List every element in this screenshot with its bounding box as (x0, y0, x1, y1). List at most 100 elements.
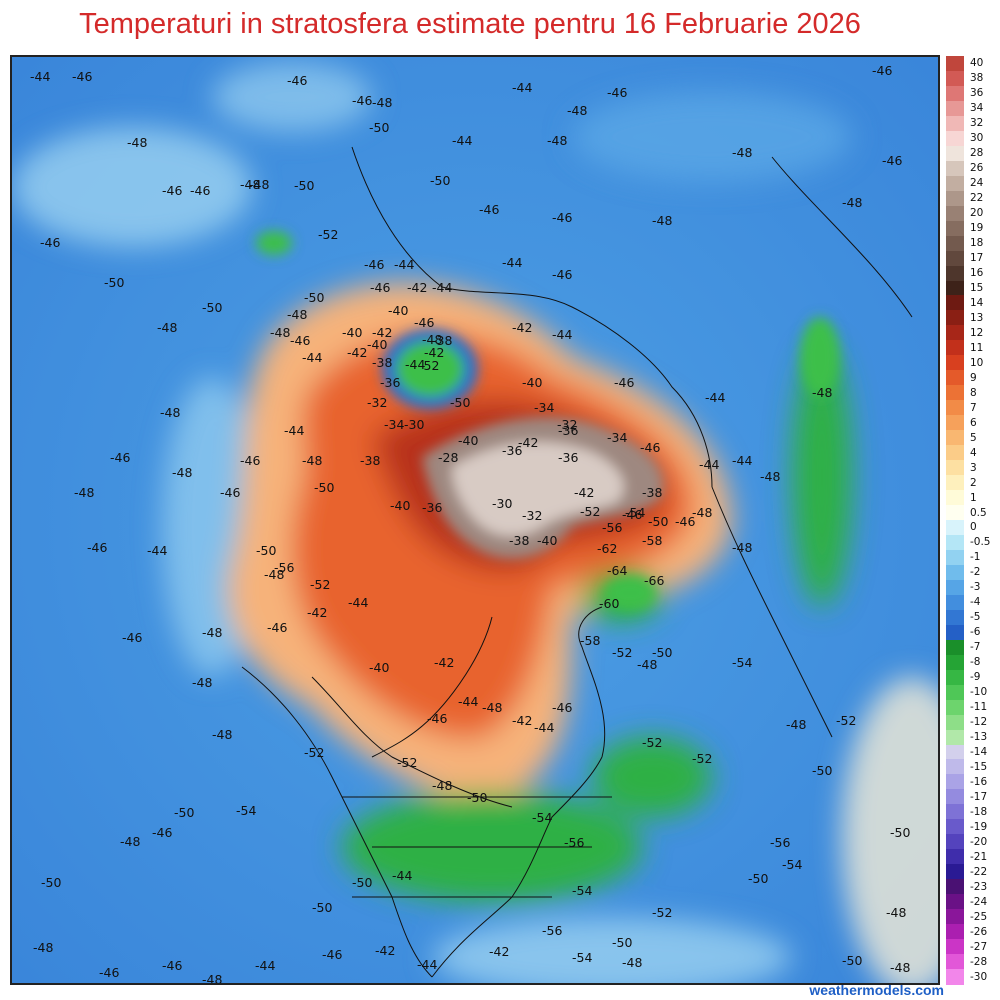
colorbar-tick-label: 18 (970, 237, 984, 250)
contour-label: -66 (644, 573, 664, 588)
contour-label: -48 (547, 133, 567, 148)
contour-label: -54 (732, 655, 752, 670)
contour-label: -48 (622, 955, 642, 970)
contour-label: -50 (174, 805, 194, 820)
contour-label: -44 (512, 80, 532, 95)
colorbar (946, 56, 964, 985)
colorbar-tick-label: -3 (970, 581, 981, 594)
colorbar-tick-label: 38 (970, 72, 984, 85)
contour-label: -48 (287, 307, 307, 322)
contour-label: -50 (314, 480, 334, 495)
colorbar-swatch (946, 549, 964, 566)
colorbar-tick-label: 12 (970, 326, 984, 339)
colorbar-swatch (946, 400, 964, 416)
contour-label: -38 (432, 333, 452, 348)
contour-label: -42 (512, 713, 532, 728)
contour-label: -60 (599, 596, 619, 611)
contour-label: -46 (110, 450, 130, 465)
contour-label: -52 (652, 905, 672, 920)
colorbar-swatch (946, 85, 964, 102)
contour-label: -52 (304, 745, 324, 760)
map-title: Temperaturi in stratosfera estimate pent… (79, 8, 861, 40)
colorbar-swatch (946, 879, 964, 895)
colorbar-swatch (946, 894, 964, 910)
sharp-features (256, 231, 840, 611)
colorbar-swatch (946, 969, 964, 985)
contour-label: -28 (438, 450, 458, 465)
contour-label: -40 (522, 375, 542, 390)
colorbar-tick-label: -28 (970, 955, 988, 968)
colorbar-swatch (946, 819, 964, 835)
contour-label: -50 (612, 935, 632, 950)
contour-labels: -44 -46 -46 -46 -44 -46 -48 -50 -48 -44 -46 -48 -48 -… (30, 63, 910, 983)
colorbar-swatch (946, 70, 964, 87)
contour-label: -44 (147, 543, 167, 558)
contour-label: -38 (509, 533, 529, 548)
colorbar-tick-label: -13 (970, 731, 988, 744)
colorbar-tick-label: 6 (970, 416, 977, 429)
colorbar-tick-label: 8 (970, 386, 977, 399)
colorbar-swatch (946, 205, 964, 222)
contour-label: -56 (564, 835, 584, 850)
contour-label: -54 (782, 857, 802, 872)
colorbar-swatch (946, 579, 964, 596)
colorbar-swatch (946, 594, 964, 611)
contour-label: -46 (287, 73, 307, 88)
contour-label: -50 (304, 290, 324, 305)
contour-label: -56 (542, 923, 562, 938)
contour-label: -46 (267, 620, 287, 635)
colorbar-tick-label: -14 (970, 746, 988, 758)
colorbar-tick-label: 13 (970, 311, 984, 324)
contour-label: -50 (812, 763, 832, 778)
colorbar-swatch (946, 475, 964, 491)
colorbar-swatch (946, 684, 964, 701)
colorbar-tick-label: -0.5 (970, 536, 991, 549)
contour-label: -48 (120, 834, 140, 849)
colorbar-tick-label: 3 (970, 461, 977, 474)
colorbar-swatch (946, 160, 964, 177)
colorbar-swatch (946, 759, 964, 776)
colorbar-tick-label: 20 (970, 207, 984, 220)
colorbar-swatch (946, 415, 964, 431)
contour-label: -46 (552, 700, 572, 715)
colorbar-swatch (946, 939, 964, 955)
colorbar-swatch (946, 669, 964, 686)
contour-label: -50 (352, 875, 372, 890)
colorbar-swatch (946, 564, 964, 581)
colorbar-tick-label: -15 (970, 760, 988, 773)
colorbar-swatch (946, 280, 964, 297)
contour-label: -40 (388, 303, 408, 318)
contour-label: -42 (375, 943, 395, 958)
contour-label: -50 (41, 875, 61, 890)
colorbar-tick-label: -26 (970, 925, 988, 938)
contour-label: -46 (364, 257, 384, 272)
contour-label: -46 (40, 235, 60, 250)
colorbar-tick-label: -11 (970, 701, 988, 714)
contour-label: -40 (537, 533, 557, 548)
contour-label: -50 (430, 173, 450, 188)
contour-label: -56 (602, 520, 622, 535)
contour-label: -46 (370, 280, 390, 295)
contour-label: -48 (302, 453, 322, 468)
contour-label: -52 (692, 751, 712, 766)
stratosphere-temperature-map: -44 -46 -46 -46 -44 -46 -48 -50 -48 -44 -46 -48 -48 -… (10, 55, 940, 985)
credit-text: weathermodels.com (809, 982, 944, 998)
colorbar-tick-label: 32 (970, 117, 984, 130)
contour-label: -48 (890, 960, 910, 975)
colorbar-swatch (946, 654, 964, 671)
contour-label: -50 (202, 300, 222, 315)
colorbar-swatch (946, 714, 964, 731)
contour-label: -44 (432, 280, 452, 295)
contour-label: -44 (699, 457, 719, 472)
colorbar-swatch (946, 924, 964, 940)
contour-label: -52 (836, 713, 856, 728)
contour-label: -48 (202, 625, 222, 640)
colorbar-swatch (946, 505, 964, 521)
contour-label: -48 (372, 95, 392, 110)
contour-label: -42 (574, 485, 594, 500)
contour-label: -42 (407, 280, 427, 295)
contour-label: -46 (479, 202, 499, 217)
contour-label: -44 (534, 720, 554, 735)
contour-label: -48 (74, 485, 94, 500)
contour-label: -46 (162, 958, 182, 973)
